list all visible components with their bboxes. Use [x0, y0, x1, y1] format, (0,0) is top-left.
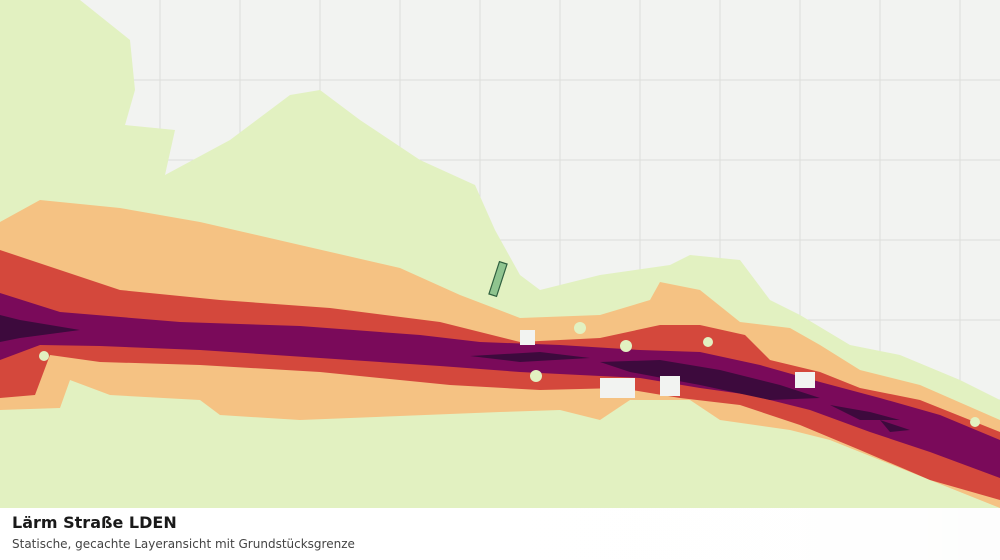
noise-zone-65 [0, 293, 1000, 478]
ground-white [520, 330, 815, 398]
map-title: Lärm Straße LDEN [12, 513, 177, 532]
parcel-boundary [488, 260, 508, 298]
map-subtitle: Statische, gecachte Layeransicht mit Gru… [12, 537, 355, 551]
noise-zone-70 [0, 315, 910, 432]
noise-zone-60 [0, 250, 1000, 500]
caption-panel [0, 508, 1000, 560]
noise-holes [39, 322, 980, 427]
